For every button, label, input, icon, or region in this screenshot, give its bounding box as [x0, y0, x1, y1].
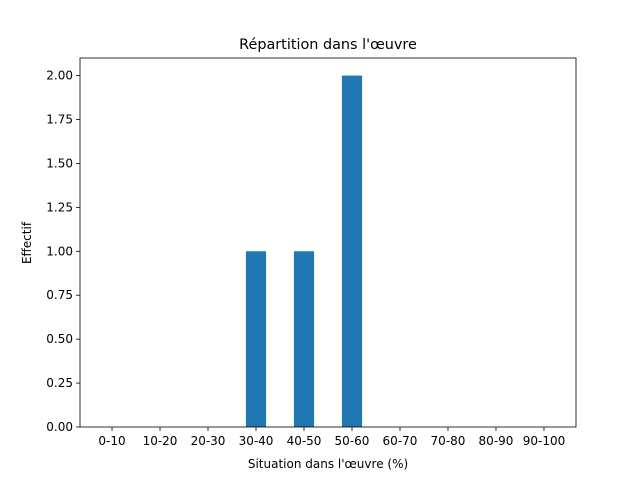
y-tick-label: 1.50 — [46, 156, 73, 170]
x-tick-label: 90-100 — [523, 434, 566, 448]
x-axis-label: Situation dans l'œuvre (%) — [248, 457, 408, 471]
x-tick-label: 70-80 — [431, 434, 466, 448]
plot-frame — [79, 57, 577, 428]
y-tick-label: 0.00 — [46, 420, 73, 434]
y-tick-label: 1.00 — [46, 244, 73, 258]
x-tick-label: 0-10 — [98, 434, 125, 448]
x-tick-label: 10-20 — [143, 434, 178, 448]
y-tick-label: 2.00 — [46, 69, 73, 83]
y-axis-label: Effectif — [20, 221, 34, 264]
x-tick-label: 20-30 — [191, 434, 226, 448]
y-tick-label: 0.75 — [46, 288, 73, 302]
bar — [293, 251, 315, 427]
bar — [245, 251, 267, 427]
y-tick-label: 0.25 — [46, 376, 73, 390]
y-tick-label: 1.75 — [46, 113, 73, 127]
bar — [341, 75, 363, 428]
x-tick-label: 80-90 — [479, 434, 514, 448]
y-tick-label: 0.50 — [46, 332, 73, 346]
y-tick-label: 1.25 — [46, 200, 73, 214]
chart-title: Répartition dans l'œuvre — [239, 37, 417, 53]
x-tick-label: 30-40 — [239, 434, 274, 448]
x-tick-label: 50-60 — [335, 434, 370, 448]
x-tick-label: 60-70 — [383, 434, 418, 448]
x-tick-label: 40-50 — [287, 434, 322, 448]
